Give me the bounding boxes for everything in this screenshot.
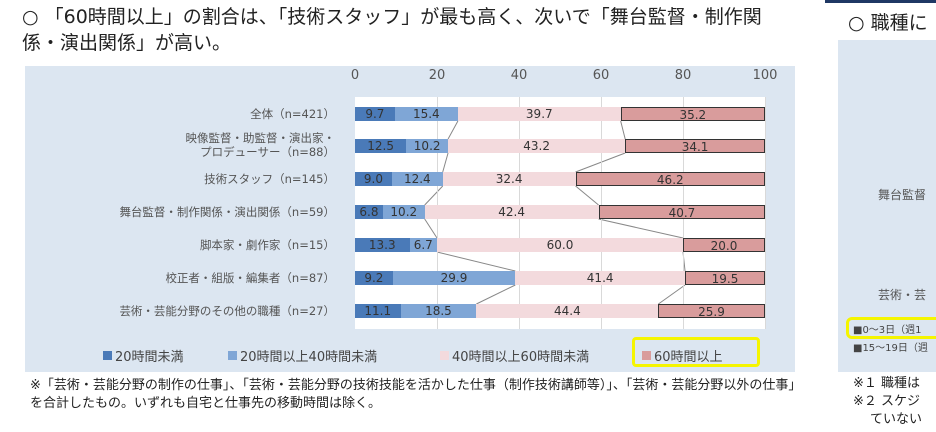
bar-segment: 10.2	[382, 205, 425, 219]
bar-segment: 40.7	[598, 205, 766, 219]
x-tick-label: 100	[752, 68, 778, 83]
bar-segment: 13.3	[355, 238, 410, 252]
bar-segment: 11.1	[355, 304, 401, 318]
series-line	[436, 251, 516, 272]
series-line	[442, 152, 449, 173]
right-category: 芸術・芸	[878, 288, 927, 302]
legend-label: 40時間以上60時間未満	[452, 350, 590, 365]
legend-label: 20時間以上40時間未満	[240, 350, 378, 365]
bar-segment: 34.1	[625, 139, 765, 153]
right-note: ていない	[870, 412, 923, 427]
right-title: ○ 職種に	[848, 12, 928, 34]
legend-item: 40時間以上60時間未満	[440, 346, 589, 365]
legend-swatch	[440, 351, 449, 360]
legend-label: 20時間未満	[115, 350, 184, 365]
category-label: 脚本家・劇作家（n=15）	[199, 238, 335, 252]
legend-swatch	[228, 351, 237, 360]
right-note: ※２ スケジ	[853, 394, 921, 409]
bar-segment: 46.2	[575, 172, 765, 186]
legend-label: 60時間以上	[654, 350, 723, 365]
category-label: 芸術・芸能分野のその他の職種（n=27）	[119, 304, 335, 318]
series-line	[575, 152, 626, 173]
x-tick-label: 60	[592, 68, 610, 83]
category-label: 全体（n=421）	[250, 107, 335, 121]
bar-segment: 42.4	[424, 205, 599, 219]
category-label: 技術スタッフ（n=145）	[204, 172, 335, 186]
legend-item: 60時間以上	[642, 346, 723, 365]
right-legend-item: ■15～19日（週	[853, 343, 928, 354]
bar-segment: 18.5	[400, 304, 477, 318]
bar-segment: 6.8	[355, 205, 383, 219]
x-tick-label: 80	[674, 68, 692, 83]
legend-item: 20時間未満	[103, 346, 184, 365]
series-line	[476, 284, 516, 305]
right-category: 舞台監督	[878, 188, 927, 202]
series-line	[424, 185, 444, 206]
divider	[825, 0, 936, 3]
series-line	[447, 120, 459, 140]
legend-swatch	[642, 351, 651, 360]
bar-segment: 32.4	[442, 172, 576, 186]
category-label: 映像監督・助監督・演出家・ プロデューサー（n=88）	[185, 131, 336, 159]
legend-item: 20時間以上40時間未満	[228, 346, 377, 365]
footnote: ※「芸術・芸能分野の制作の仕事」、「芸術・芸能分野の技術技能を活かした仕事（制作…	[30, 378, 795, 411]
series-line	[424, 218, 438, 239]
bar-segment: 25.9	[658, 304, 765, 318]
bar-segment: 43.2	[448, 139, 626, 153]
right-note: ※１ 職種は	[853, 376, 921, 391]
bar-segment: 12.5	[355, 139, 407, 153]
bar-segment: 29.9	[392, 271, 516, 285]
category-label: 校正者・組版・編集者（n=87）	[165, 271, 335, 285]
bar-segment: 20.0	[683, 238, 765, 252]
bar-segment: 9.0	[355, 172, 392, 186]
series-line	[620, 120, 626, 140]
bar-segment: 41.4	[515, 271, 686, 285]
series-line	[575, 185, 599, 206]
x-tick-label: 20	[428, 68, 446, 83]
bar-segment: 35.2	[620, 107, 765, 121]
series-line	[658, 284, 686, 305]
right-legend-highlight	[846, 317, 936, 339]
bar-segment: 39.7	[457, 107, 621, 121]
bar-segment: 19.5	[685, 271, 765, 285]
category-label: 舞台監督・制作関係・演出関係（n=59）	[119, 205, 335, 219]
bar-segment: 10.2	[406, 139, 449, 153]
bar-segment: 44.4	[476, 304, 659, 318]
right-chart-panel	[838, 40, 936, 372]
x-tick-label: 0	[350, 68, 360, 83]
bar-segment: 15.4	[394, 107, 458, 121]
page-title: ○ 「60時間以上」の割合は、「技術スタッフ」が最も高く、次いで「舞台監督・制作…	[22, 6, 762, 54]
series-line	[598, 218, 684, 239]
legend-swatch	[103, 351, 112, 360]
bar-segment: 12.4	[391, 172, 443, 186]
x-tick-label: 40	[510, 68, 528, 83]
gridline	[765, 97, 766, 329]
bar-segment: 9.2	[355, 271, 393, 285]
bar-segment: 60.0	[437, 238, 683, 252]
legend-highlight	[632, 337, 760, 367]
bar-segment: 9.7	[355, 107, 395, 121]
right-legend-item: ■0～3日（週1	[853, 325, 922, 336]
bar-segment: 6.7	[409, 238, 437, 252]
